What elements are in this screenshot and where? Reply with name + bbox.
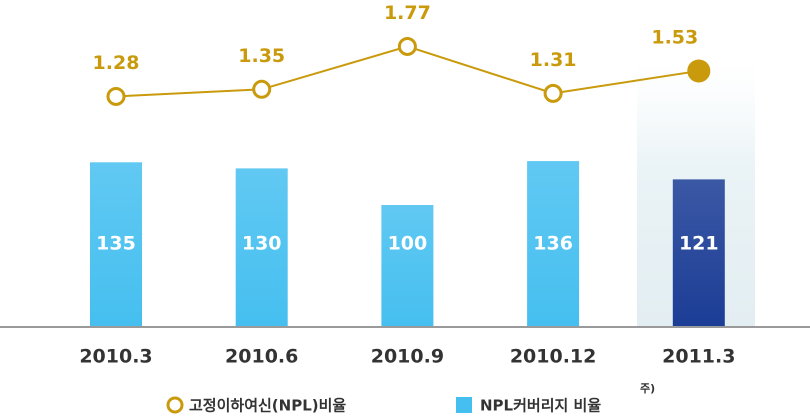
legend-label: 고정이하여신(NPL)비율 [189,397,346,415]
bar [381,205,434,327]
value-label: 1.53 [651,26,698,48]
x-tick-label: 2010.3 [79,346,152,368]
x-tick-label: 2011.3 [662,346,735,368]
bar [235,168,288,327]
value-label: 121 [679,233,719,255]
value-label: 136 [533,233,573,255]
value-label: 135 [96,233,136,255]
legend-note: 주) [640,382,655,395]
value-label: 1.28 [93,52,140,74]
line-marker [397,36,417,56]
value-label: 1.35 [238,45,285,67]
value-label: 130 [242,233,282,255]
x-tick-label: 2010.9 [371,346,444,368]
x-tick-label: 2010.12 [510,346,597,368]
legend: 고정이하여신(NPL)비율 NPL커버리지 비율 주) [166,382,655,415]
line-marker [106,86,126,106]
bar [527,161,580,327]
legend-label: NPL커버리지 비율 [480,397,601,415]
line-marker [252,79,272,99]
legend-marker [456,397,472,413]
legend-marker [166,396,184,414]
bar [90,162,142,327]
value-label: 100 [388,233,428,255]
value-label: 1.77 [384,2,431,24]
line-marker [543,83,563,103]
bar [672,179,725,327]
line-marker [687,59,711,83]
value-label: 1.31 [530,49,577,71]
x-tick-label: 2010.6 [225,346,298,368]
